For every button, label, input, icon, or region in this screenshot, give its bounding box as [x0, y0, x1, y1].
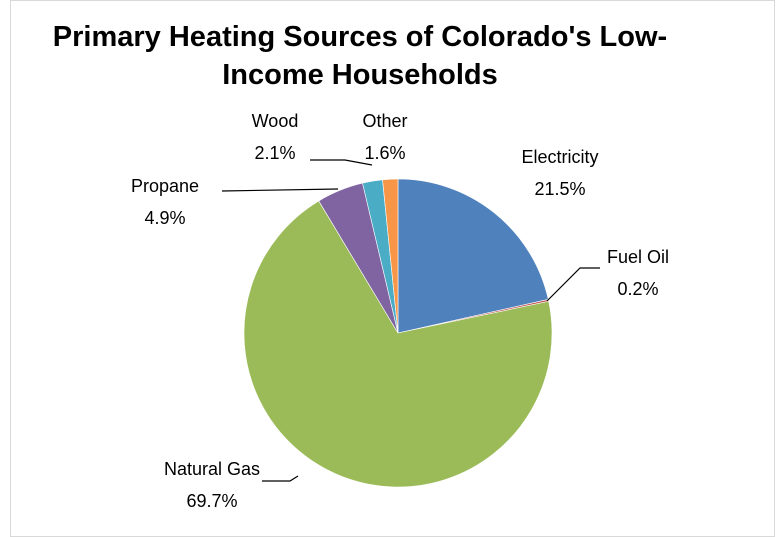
pie-slice — [382, 178, 399, 334]
pie-slice — [243, 200, 553, 488]
slice-value-label: 21.5% — [534, 179, 585, 199]
leader-line — [310, 159, 373, 166]
slice-label: Fuel Oil — [607, 247, 669, 267]
slice-label: Propane — [131, 176, 199, 196]
slice-label: Other — [362, 111, 407, 131]
leader-line — [262, 475, 299, 482]
leader-line — [546, 267, 600, 302]
chart-title: Primary Heating Sources of Colorado's Lo… — [52, 21, 668, 91]
slice-value-label: 1.6% — [364, 143, 405, 163]
slice-value-label: 0.2% — [617, 279, 658, 299]
pie-slice — [397, 178, 549, 334]
slice-value-label: 69.7% — [186, 491, 237, 511]
slice-value-label: 2.1% — [254, 143, 295, 163]
slice-label: Electricity — [521, 147, 598, 167]
leader-line — [221, 188, 339, 192]
slice-value-label: 4.9% — [144, 208, 185, 228]
slice-label: Wood — [252, 111, 299, 131]
leader-lines — [221, 159, 600, 482]
slice-label: Natural Gas — [164, 459, 260, 479]
